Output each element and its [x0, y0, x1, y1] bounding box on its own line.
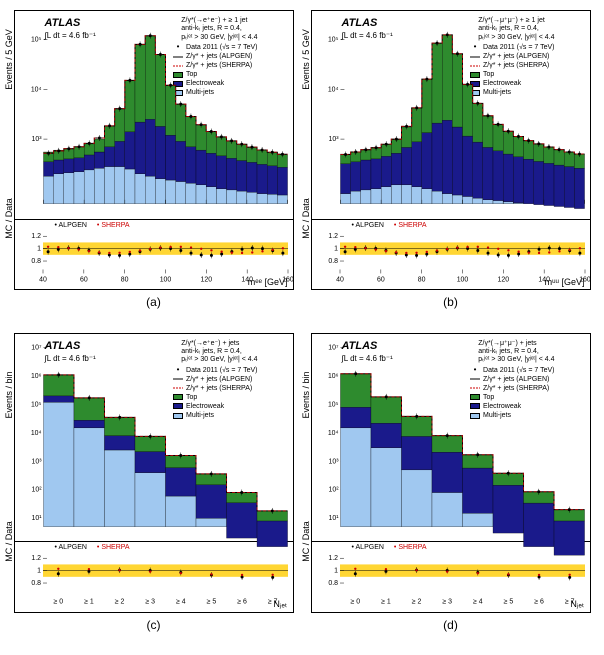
ratio-plot-d: MC / Data Nⱼₑₜ • ALPGEN • SHERPA 0.811.2… — [312, 542, 590, 611]
svg-text:100: 100 — [456, 276, 468, 283]
svg-text:10⁶: 10⁶ — [30, 372, 41, 379]
yaxis-ratio-d: MC / Data — [301, 521, 311, 562]
yaxis-main-a: Events / 5 GeV — [4, 29, 14, 90]
sublabel-d: (d) — [443, 618, 458, 632]
yaxis-ratio-b: MC / Data — [301, 199, 311, 240]
svg-text:≥ 3: ≥ 3 — [145, 599, 155, 606]
svg-text:80: 80 — [120, 276, 128, 283]
svg-text:10³: 10³ — [328, 136, 339, 143]
yaxis-main-b: Events / 5 GeV — [301, 29, 311, 90]
chart-b: 10³10⁴10⁵ — [340, 16, 585, 204]
svg-text:60: 60 — [376, 276, 384, 283]
sublabel-a: (a) — [146, 295, 161, 309]
svg-text:0.8: 0.8 — [31, 580, 41, 587]
main-plot-a: Events / 5 GeV ATLAS ∫L dt = 4.6 fb⁻¹ Z/… — [15, 11, 293, 220]
svg-text:1.2: 1.2 — [328, 555, 338, 562]
svg-text:1.2: 1.2 — [31, 233, 41, 240]
panel-a: Events / 5 GeV ATLAS ∫L dt = 4.6 fb⁻¹ Z/… — [10, 10, 297, 323]
svg-text:100: 100 — [159, 276, 171, 283]
plot-b: Events / 5 GeV ATLAS ∫L dt = 4.6 fb⁻¹ Z/… — [311, 10, 591, 290]
svg-text:10³: 10³ — [31, 458, 42, 465]
svg-text:1: 1 — [37, 245, 41, 252]
svg-text:10⁵: 10⁵ — [327, 37, 338, 44]
svg-text:10³: 10³ — [328, 458, 339, 465]
svg-text:10⁴: 10⁴ — [30, 86, 41, 93]
svg-text:10⁴: 10⁴ — [327, 86, 338, 93]
svg-text:≥ 4: ≥ 4 — [176, 599, 186, 606]
svg-text:10⁷: 10⁷ — [31, 344, 42, 351]
ratio-plot-a: MC / Data mᵉᵉ [GeV] • ALPGEN • SHERPA 0.… — [15, 220, 293, 289]
svg-text:10²: 10² — [31, 486, 42, 493]
svg-text:60: 60 — [79, 276, 87, 283]
svg-text:0.8: 0.8 — [328, 258, 338, 265]
svg-text:0.8: 0.8 — [31, 258, 41, 265]
plot-a: Events / 5 GeV ATLAS ∫L dt = 4.6 fb⁻¹ Z/… — [14, 10, 294, 290]
yaxis-ratio-a: MC / Data — [4, 199, 14, 240]
sublabel-b: (b) — [443, 295, 458, 309]
svg-text:≥ 7: ≥ 7 — [564, 599, 574, 606]
svg-text:≥ 2: ≥ 2 — [114, 599, 124, 606]
svg-text:≥ 1: ≥ 1 — [381, 599, 391, 606]
main-plot-c: Events / bin ATLAS ∫L dt = 4.6 fb⁻¹ Z/γ*… — [15, 334, 293, 543]
ratio-area-b: 0.811.2406080100120140160 — [340, 223, 585, 274]
svg-text:≥ 2: ≥ 2 — [411, 599, 421, 606]
panel-c: Events / bin ATLAS ∫L dt = 4.6 fb⁻¹ Z/γ*… — [10, 333, 297, 646]
svg-text:≥ 4: ≥ 4 — [473, 599, 483, 606]
svg-text:1: 1 — [334, 245, 338, 252]
svg-text:10⁴: 10⁴ — [30, 429, 41, 436]
svg-text:≥ 0: ≥ 0 — [350, 599, 360, 606]
chart-d: 10¹10²10³10⁴10⁵10⁶10⁷ — [340, 339, 585, 527]
svg-text:40: 40 — [336, 276, 344, 283]
ratio-area-c: 0.811.2≥ 0≥ 1≥ 2≥ 3≥ 4≥ 5≥ 6≥ 7 — [43, 545, 288, 596]
svg-text:0.8: 0.8 — [328, 580, 338, 587]
svg-text:1: 1 — [37, 568, 41, 575]
yaxis-ratio-c: MC / Data — [4, 521, 14, 562]
svg-text:≥ 5: ≥ 5 — [503, 599, 513, 606]
svg-text:120: 120 — [200, 276, 212, 283]
svg-text:1: 1 — [334, 568, 338, 575]
main-plot-b: Events / 5 GeV ATLAS ∫L dt = 4.6 fb⁻¹ Z/… — [312, 11, 590, 220]
chart-c: 10¹10²10³10⁴10⁵10⁶10⁷ — [43, 339, 288, 527]
svg-text:10²: 10² — [328, 486, 339, 493]
main-plot-d: Events / bin ATLAS ∫L dt = 4.6 fb⁻¹ Z/γ*… — [312, 334, 590, 543]
yaxis-main-d: Events / bin — [301, 372, 311, 419]
svg-text:10⁵: 10⁵ — [30, 37, 41, 44]
svg-text:40: 40 — [39, 276, 47, 283]
svg-text:≥ 3: ≥ 3 — [442, 599, 452, 606]
svg-text:10⁶: 10⁶ — [327, 372, 338, 379]
svg-text:120: 120 — [497, 276, 509, 283]
svg-text:10¹: 10¹ — [328, 515, 339, 522]
ratio-plot-c: MC / Data Nⱼₑₜ • ALPGEN • SHERPA 0.811.2… — [15, 542, 293, 611]
svg-text:≥ 0: ≥ 0 — [53, 599, 63, 606]
svg-text:10⁵: 10⁵ — [327, 401, 338, 408]
svg-text:10⁵: 10⁵ — [30, 401, 41, 408]
svg-text:140: 140 — [538, 276, 550, 283]
svg-text:≥ 1: ≥ 1 — [84, 599, 94, 606]
svg-text:≥ 6: ≥ 6 — [237, 599, 247, 606]
svg-text:10¹: 10¹ — [31, 515, 42, 522]
yaxis-main-c: Events / bin — [4, 372, 14, 419]
sublabel-c: (c) — [147, 618, 161, 632]
svg-text:≥ 7: ≥ 7 — [267, 599, 277, 606]
plot-d: Events / bin ATLAS ∫L dt = 4.6 fb⁻¹ Z/γ*… — [311, 333, 591, 613]
svg-text:1.2: 1.2 — [31, 555, 41, 562]
plot-c: Events / bin ATLAS ∫L dt = 4.6 fb⁻¹ Z/γ*… — [14, 333, 294, 613]
svg-text:140: 140 — [241, 276, 253, 283]
svg-text:160: 160 — [282, 276, 294, 283]
svg-text:≥ 6: ≥ 6 — [534, 599, 544, 606]
svg-text:≥ 5: ≥ 5 — [206, 599, 216, 606]
ratio-area-d: 0.811.2≥ 0≥ 1≥ 2≥ 3≥ 4≥ 5≥ 6≥ 7 — [340, 545, 585, 596]
ratio-area-a: 0.811.2406080100120140160 — [43, 223, 288, 274]
svg-text:10⁴: 10⁴ — [327, 429, 338, 436]
svg-text:10⁷: 10⁷ — [328, 344, 339, 351]
ratio-plot-b: MC / Data mᵘᵘ [GeV] • ALPGEN • SHERPA 0.… — [312, 220, 590, 289]
svg-text:10³: 10³ — [31, 136, 42, 143]
panel-d: Events / bin ATLAS ∫L dt = 4.6 fb⁻¹ Z/γ*… — [307, 333, 594, 646]
chart-a: 10³10⁴10⁵ — [43, 16, 288, 204]
svg-text:1.2: 1.2 — [328, 233, 338, 240]
svg-text:80: 80 — [417, 276, 425, 283]
svg-text:160: 160 — [579, 276, 591, 283]
panel-b: Events / 5 GeV ATLAS ∫L dt = 4.6 fb⁻¹ Z/… — [307, 10, 594, 323]
